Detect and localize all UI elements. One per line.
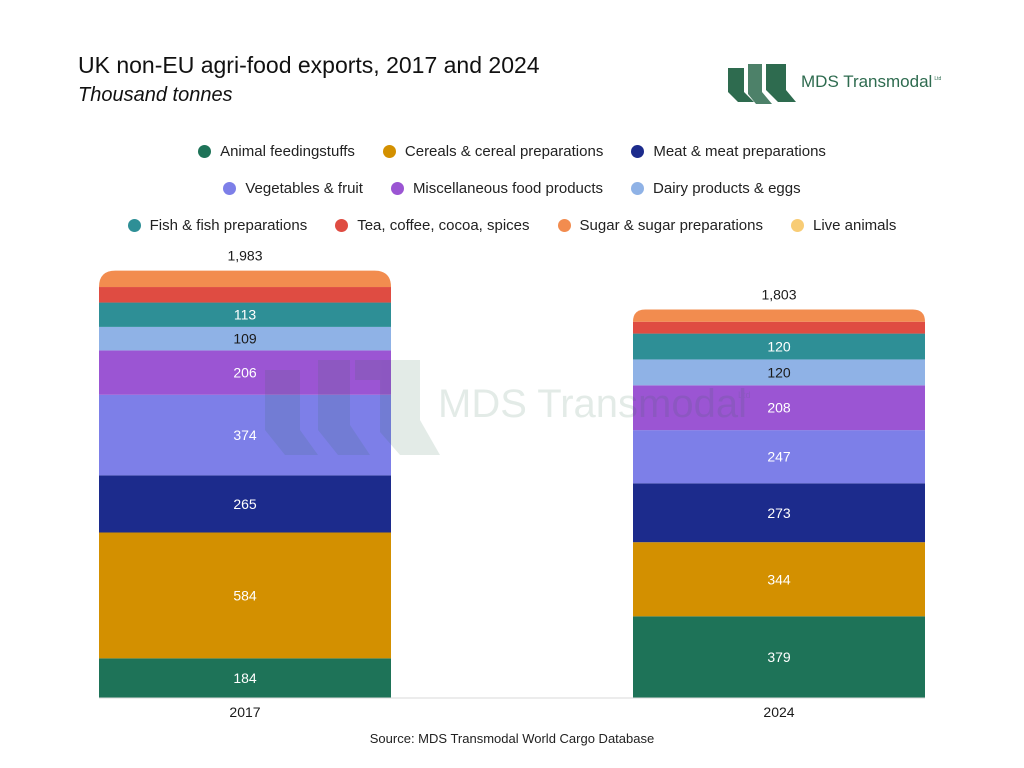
data-label: 379 — [767, 649, 791, 665]
bar-segment — [633, 616, 925, 698]
legend-label: Sugar & sugar preparations — [579, 216, 763, 234]
legend-item: Vegetables & fruit — [223, 180, 363, 197]
bar-segment — [99, 394, 391, 476]
legend-row: Animal feedingstuffs Cereals & cereal pre… — [0, 140, 1024, 162]
legend-swatch — [335, 218, 349, 232]
chart-subtitle: Thousand tonnes — [78, 84, 233, 106]
bar-segment — [633, 385, 925, 431]
legend-item: Cereals & cereal preparations — [382, 142, 604, 160]
source-note: Source: MDS Transmodal World Cargo Datab… — [369, 731, 655, 746]
legend-label: Meat & meat preparations — [653, 142, 826, 160]
data-label: 584 — [233, 587, 257, 603]
legend-item: Live animals — [790, 216, 897, 234]
data-label: 120 — [767, 339, 791, 355]
watermark-suffix: Ltd — [738, 390, 751, 400]
legend-swatch — [198, 144, 212, 158]
legend-swatch — [390, 181, 404, 195]
legend-item: Meat & meat preparations — [631, 143, 826, 160]
data-label: 113 — [234, 307, 257, 323]
total-label: 1,983 — [227, 248, 262, 264]
data-label: 109 — [233, 331, 257, 347]
data-label: 344 — [767, 571, 791, 587]
legend-item: Tea, coffee, cocoa, spices — [335, 216, 530, 234]
bar-segment — [633, 430, 925, 484]
bar-segment — [633, 483, 925, 543]
watermark-text: MDS Transmodal — [438, 382, 747, 426]
legend-label: Miscellaneous food products — [412, 179, 604, 197]
bar-segment — [99, 302, 391, 327]
data-label: 120 — [767, 364, 791, 380]
legend-label: Animal feedingstuffs — [220, 142, 355, 160]
legend-item: Fish & fish preparations — [127, 216, 308, 234]
bar-segment — [99, 475, 391, 533]
legend-item: Sugar & sugar preparations — [557, 216, 763, 234]
bar-segment — [633, 359, 925, 386]
bar-segment — [633, 333, 925, 360]
bar-segment — [99, 532, 391, 659]
total-label: 1,803 — [761, 286, 796, 302]
legend-label: Dairy products & eggs — [653, 179, 801, 197]
legend-item: Dairy products & eggs — [631, 180, 801, 197]
data-label: 208 — [767, 400, 791, 416]
legend-label: Tea, coffee, cocoa, spices — [357, 216, 530, 234]
legend-row: Vegetables & fruit Miscellaneous food pro… — [0, 177, 1024, 199]
bar-segment — [99, 287, 391, 303]
logo-text: MDS Transmodal Ltd — [801, 72, 942, 91]
data-label: 206 — [233, 365, 257, 381]
legend-swatch — [382, 144, 396, 158]
bar-segment — [99, 326, 391, 351]
data-label: 184 — [233, 670, 257, 686]
bar-segment — [633, 321, 925, 334]
legend-swatch — [127, 218, 141, 232]
legend-item: Miscellaneous food products — [390, 179, 604, 197]
legend-label: Live animals — [812, 216, 897, 234]
brand-logo: MDS Transmodal Ltd — [726, 62, 956, 106]
data-label: 273 — [767, 505, 791, 521]
legend-swatch — [631, 181, 645, 195]
logo-icon — [728, 64, 796, 104]
x-tick-label: 2024 — [763, 704, 794, 720]
legend-row: Fish & fish preparations Tea, coffee, coc… — [0, 214, 1024, 236]
watermark-logo-icon — [265, 360, 440, 455]
data-label: 265 — [233, 496, 257, 512]
x-tick-label: 2017 — [229, 704, 260, 720]
legend-label: Vegetables & fruit — [245, 179, 363, 197]
legend-swatch — [223, 181, 237, 195]
bar-segment — [633, 309, 925, 322]
legend-label: Fish & fish preparations — [149, 216, 308, 234]
legend-label: Cereals & cereal preparations — [404, 142, 604, 160]
bar-segment — [633, 542, 925, 617]
bar-segment — [99, 270, 391, 288]
chart-legend: Animal feedingstuffs Cereals & cereal pre… — [0, 140, 1024, 251]
legend-swatch — [631, 144, 645, 158]
data-label: 374 — [233, 427, 257, 443]
chart-title: UK non-EU agri-food exports, 2017 and 20… — [78, 52, 540, 78]
data-label: 247 — [767, 449, 791, 465]
legend-swatch — [790, 218, 804, 232]
legend-swatch — [557, 218, 571, 232]
bar-segment — [99, 350, 391, 395]
legend-item: Animal feedingstuffs — [198, 143, 355, 160]
bar-segment — [99, 658, 391, 698]
